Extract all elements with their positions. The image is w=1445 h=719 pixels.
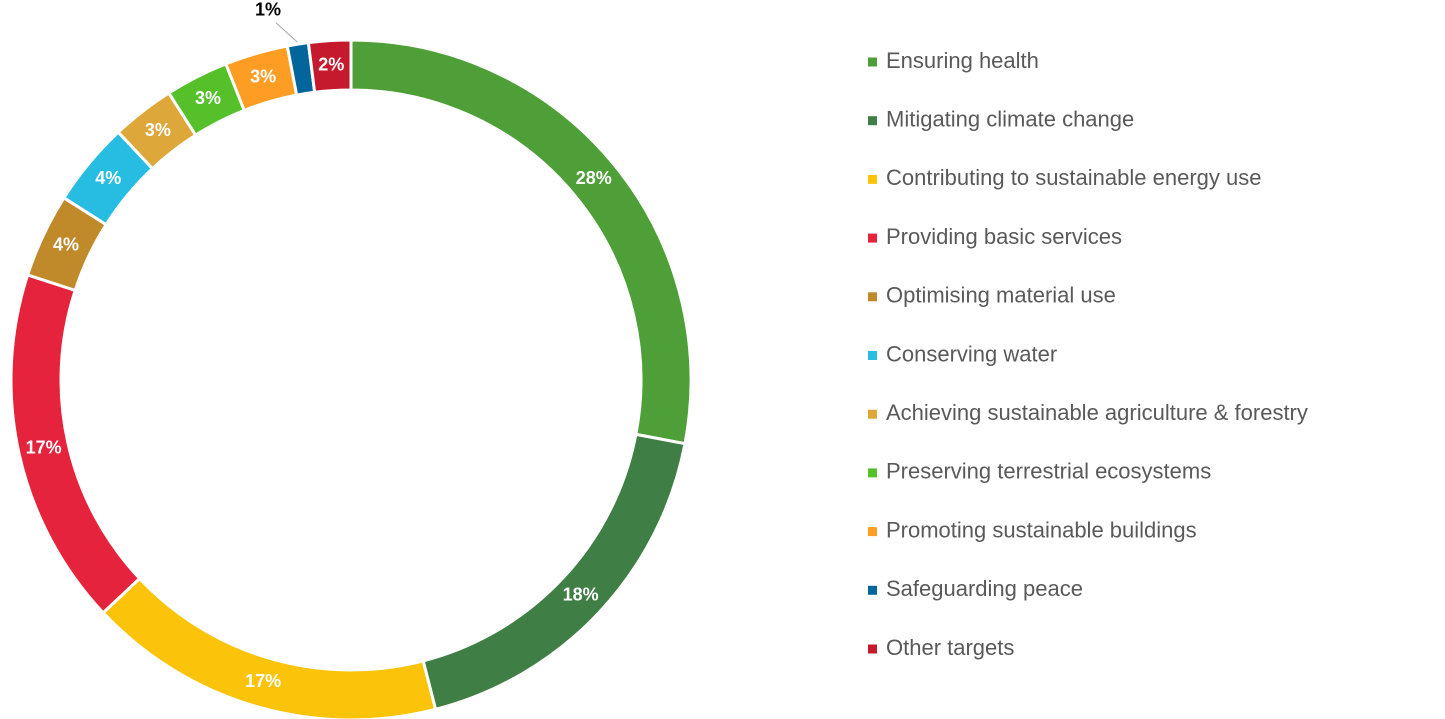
legend-swatch bbox=[868, 57, 877, 67]
legend-swatch bbox=[868, 644, 877, 654]
slice-label: 3% bbox=[250, 66, 276, 86]
legend-label: Promoting sustainable buildings bbox=[886, 517, 1197, 542]
legend-swatch bbox=[868, 527, 877, 537]
slice-label: 3% bbox=[195, 88, 221, 108]
slice-label: 1% bbox=[255, 0, 281, 20]
legend-label: Providing basic services bbox=[886, 224, 1122, 249]
legend-label: Optimising material use bbox=[886, 283, 1116, 308]
slice-label: 3% bbox=[145, 120, 171, 140]
legend-swatch bbox=[868, 351, 877, 360]
legend-label: Preserving terrestrial ecosystems bbox=[886, 459, 1211, 484]
legend-label: Ensuring health bbox=[886, 48, 1039, 73]
legend-label: Mitigating climate change bbox=[886, 107, 1134, 132]
legend-swatch bbox=[868, 409, 877, 419]
slice-label: 17% bbox=[245, 671, 281, 691]
legend-label: Safeguarding peace bbox=[886, 576, 1083, 601]
donut-slice bbox=[101, 576, 438, 719]
legend-label: Conserving water bbox=[886, 341, 1057, 366]
legend-swatch bbox=[868, 233, 877, 243]
slice-label: 4% bbox=[95, 168, 121, 188]
slice-label: 28% bbox=[576, 168, 612, 188]
slice-label: 18% bbox=[563, 584, 599, 604]
legend-label: Achieving sustainable agriculture & fore… bbox=[886, 400, 1308, 425]
legend-swatch bbox=[868, 116, 877, 126]
donut-slice bbox=[306, 38, 353, 94]
slice-label: 4% bbox=[53, 235, 79, 255]
legend-label: Contributing to sustainable energy use bbox=[886, 165, 1261, 190]
donut-slice bbox=[349, 38, 693, 446]
donut-slice bbox=[421, 432, 687, 712]
legend-swatch bbox=[868, 468, 877, 478]
legend-swatch bbox=[868, 585, 877, 595]
leader-line bbox=[275, 22, 298, 43]
legend-swatch bbox=[868, 174, 877, 184]
legend-label: Other targets bbox=[886, 635, 1014, 660]
legend-swatch bbox=[868, 292, 877, 302]
slice-label: 17% bbox=[26, 437, 62, 457]
slice-label: 2% bbox=[318, 54, 344, 74]
